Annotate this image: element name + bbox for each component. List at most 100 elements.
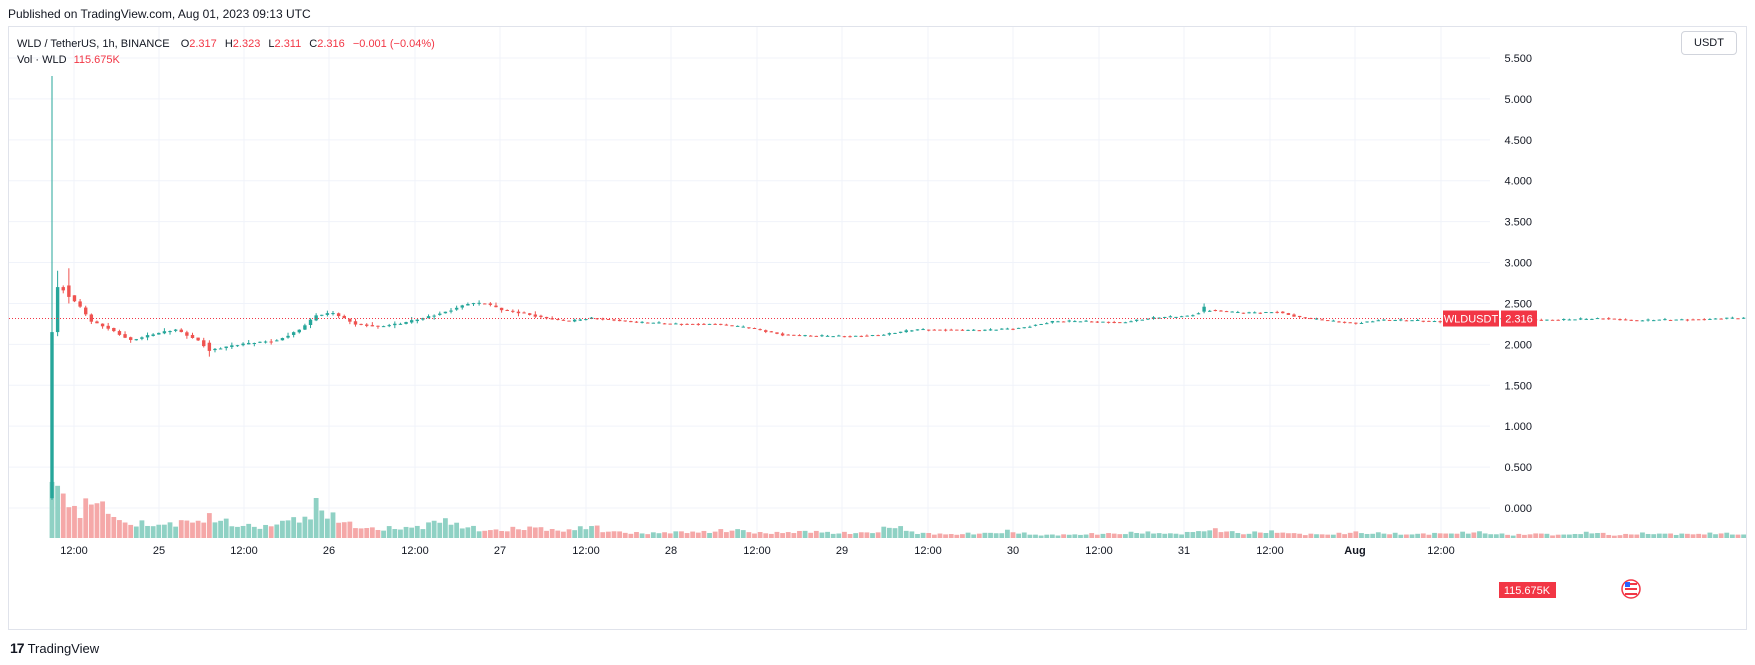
volume-bar: [1123, 534, 1128, 538]
candle-body: [859, 335, 863, 337]
candle-body: [988, 329, 993, 331]
candle-body: [1185, 315, 1189, 317]
time-tick-label: 12:00: [1256, 545, 1284, 557]
chart-frame[interactable]: [8, 26, 1747, 630]
candle-body: [1657, 319, 1662, 321]
volume-bar: [1246, 533, 1252, 538]
candle-body: [230, 345, 234, 348]
volume-bar: [1634, 534, 1640, 538]
time-axis[interactable]: 12:00 25 12:00 26 12:00 27 12:00 28 12:00 29 12:00…: [60, 545, 1455, 557]
candle-body: [1623, 319, 1628, 321]
volume-bar: [1415, 533, 1421, 538]
candle-body: [202, 340, 206, 347]
volume-bar: [341, 522, 347, 538]
volume-bar: [420, 529, 426, 538]
candle-body: [1224, 311, 1229, 313]
volume-bar: [398, 529, 403, 538]
candle-body: [409, 320, 414, 323]
candle-body: [443, 311, 448, 314]
candle-body: [1635, 320, 1639, 322]
volume-bar: [1094, 534, 1100, 538]
candle-body: [353, 321, 358, 325]
volume-bar: [1662, 533, 1668, 538]
volume-bar: [1134, 533, 1140, 538]
candle-body: [1730, 317, 1735, 319]
candle-body: [938, 329, 942, 331]
candle-body: [1741, 317, 1746, 319]
time-tick-label: 12:00: [914, 545, 942, 557]
candle-body: [1421, 320, 1425, 322]
price-tick-label: 2.500: [1504, 298, 1532, 310]
volume-bar: [830, 533, 836, 538]
time-tick-label: 12:00: [743, 545, 771, 557]
candle-body: [421, 318, 425, 320]
volume-bar: [184, 520, 190, 538]
volume-bar: [504, 531, 510, 538]
volume-bar: [1432, 532, 1437, 538]
volume-bar: [465, 527, 471, 538]
volume-bar: [583, 529, 589, 538]
candle-body: [966, 329, 970, 331]
volume-bar: [740, 530, 746, 538]
volume-bar: [695, 532, 701, 538]
us-flag-icon[interactable]: [1621, 579, 1641, 599]
candle-body: [342, 315, 346, 319]
volume-bar: [971, 534, 977, 538]
candle-body: [438, 313, 442, 315]
ohlc-legend-row: WLD / TetherUS, 1h, BINANCE O2.317 H2.32…: [17, 36, 440, 52]
candle-body: [196, 337, 200, 341]
candle-body: [1078, 321, 1083, 323]
candle-body: [1000, 328, 1004, 330]
volume-bar: [1448, 533, 1454, 538]
volume-bar: [443, 518, 448, 538]
candle-body: [831, 336, 835, 338]
volume-bar: [1651, 534, 1657, 538]
volume-bar: [1280, 532, 1286, 538]
volume-bar: [1190, 532, 1196, 538]
candle-body: [797, 335, 802, 337]
candle-body: [1134, 319, 1139, 321]
volume-bar: [1640, 532, 1645, 538]
volume-bar: [347, 521, 353, 538]
volume-bar: [1269, 530, 1274, 538]
volume-bar: [931, 534, 937, 538]
volume-bar: [1426, 534, 1432, 538]
volume-bar: [1218, 532, 1224, 538]
candle-body: [168, 331, 172, 333]
candle-body: [1230, 311, 1234, 313]
candle-body: [915, 329, 920, 331]
price-tick-label: 0.500: [1504, 462, 1532, 474]
volume-bar: [83, 498, 89, 538]
candle-body: [1539, 319, 1543, 321]
volume-bar: [1274, 532, 1280, 538]
volume-bar: [88, 504, 94, 538]
volume-bar: [1707, 532, 1713, 538]
volume-bar: [898, 526, 904, 538]
candle-body: [140, 337, 144, 339]
candle-body: [1629, 319, 1633, 321]
volume-bar: [965, 532, 971, 538]
candle-body: [803, 335, 807, 337]
tradingview-footer[interactable]: 17 TradingView: [10, 640, 99, 656]
candle-body: [1432, 321, 1437, 323]
volume-bar: [1089, 533, 1095, 538]
candle-body: [314, 315, 318, 321]
price-axis[interactable]: 5.500 5.000 4.500 4.000 3.500 3.000 2.500 2.000…: [1504, 53, 1532, 515]
candle-body: [1202, 306, 1206, 312]
candle-body: [134, 339, 138, 341]
volume-bar: [538, 527, 544, 538]
volume-bar: [870, 533, 875, 538]
candle-body: [1073, 321, 1077, 323]
candle-body: [50, 332, 54, 499]
volume-bar: [673, 531, 679, 538]
volume-bar: [729, 530, 735, 538]
volume-bar: [1286, 533, 1291, 538]
candle-body: [359, 323, 363, 325]
candle-body: [792, 334, 796, 336]
currency-button[interactable]: USDT: [1681, 31, 1737, 55]
volume-bar: [167, 522, 173, 538]
time-tick-label: 12:00: [60, 545, 88, 557]
volume-bar: [577, 526, 583, 538]
candle-body: [1618, 319, 1622, 321]
